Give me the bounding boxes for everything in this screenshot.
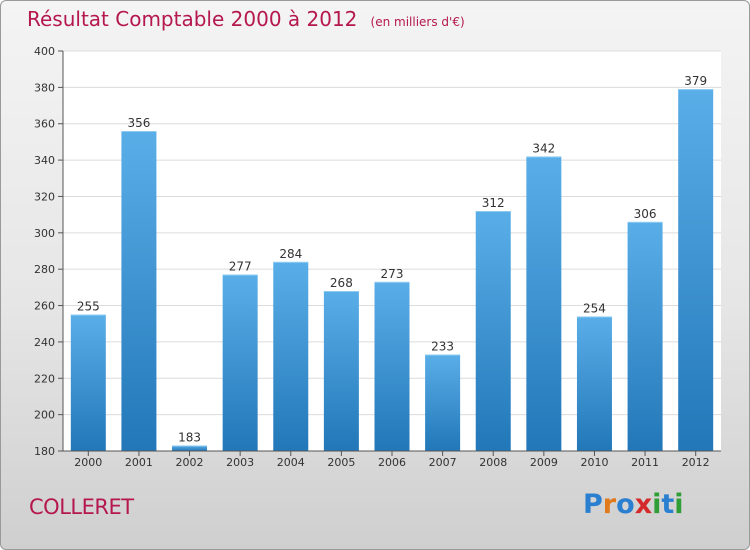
- logo-letter: P: [583, 489, 603, 520]
- data-label-2000: 255: [77, 300, 100, 314]
- data-label-2010: 254: [583, 301, 606, 315]
- x-tick-label: 2003: [226, 456, 254, 469]
- y-tick-label: 180: [34, 445, 55, 458]
- y-tick-label: 300: [34, 227, 55, 240]
- bar-2005: [323, 291, 359, 451]
- y-tick-label: 400: [34, 45, 55, 58]
- x-tick-label: 2012: [682, 456, 710, 469]
- logo-letter: x: [634, 489, 653, 520]
- y-tick-label: 320: [34, 190, 55, 203]
- y-tick-label: 220: [34, 372, 55, 385]
- data-label-2012: 379: [684, 74, 707, 88]
- data-label-2011: 306: [634, 207, 657, 221]
- bar-2008: [475, 211, 511, 451]
- y-tick-label: 360: [34, 118, 55, 131]
- data-label-2009: 342: [532, 141, 555, 155]
- data-label-2003: 277: [229, 260, 252, 274]
- chart-title-main: Résultat Comptable 2000 à 2012: [27, 7, 358, 31]
- chart-title-unit: (en milliers d'€): [370, 15, 465, 29]
- data-label-2006: 273: [381, 267, 404, 281]
- bar-2012: [678, 89, 714, 451]
- x-tick-label: 2009: [530, 456, 558, 469]
- x-tick-label: 2001: [125, 456, 153, 469]
- y-tick-label: 280: [34, 263, 55, 276]
- y-tick-label: 380: [34, 81, 55, 94]
- y-tick-label: 260: [34, 300, 55, 313]
- logo-letter: i: [674, 489, 684, 520]
- x-tick-label: 2010: [580, 456, 608, 469]
- bar-2001: [121, 131, 157, 451]
- proxiti-logo: Proxiti: [583, 489, 684, 520]
- chart-title: Résultat Comptable 2000 à 2012 (en milli…: [27, 7, 465, 31]
- x-tick-label: 2002: [176, 456, 204, 469]
- location-name: COLLERET: [29, 495, 134, 519]
- data-label-2004: 284: [279, 247, 302, 261]
- logo-letter: o: [616, 489, 635, 520]
- bar-2006: [374, 281, 410, 451]
- x-tick-label: 2011: [631, 456, 659, 469]
- x-tick-label: 2007: [429, 456, 457, 469]
- data-label-2002: 183: [178, 431, 201, 445]
- bar-2000: [70, 314, 106, 451]
- x-tick-label: 2006: [378, 456, 406, 469]
- y-tick-label: 240: [34, 336, 55, 349]
- y-tick-label: 340: [34, 154, 55, 167]
- bar-2009: [526, 156, 562, 452]
- logo-letter: i: [652, 489, 662, 520]
- logo-letter: r: [602, 489, 617, 520]
- bar-2007: [425, 354, 461, 451]
- x-tick-label: 2005: [327, 456, 355, 469]
- x-tick-label: 2008: [479, 456, 507, 469]
- y-tick-label: 200: [34, 409, 55, 422]
- bar-2010: [576, 316, 612, 451]
- x-tick-label: 2000: [74, 456, 102, 469]
- data-label-2001: 356: [127, 116, 150, 130]
- x-tick-label: 2004: [277, 456, 305, 469]
- data-label-2007: 233: [431, 340, 454, 354]
- data-label-2005: 268: [330, 276, 353, 290]
- bar-2002: [172, 445, 208, 451]
- logo-letter: t: [661, 489, 675, 520]
- bar-2003: [222, 274, 258, 451]
- data-label-2008: 312: [482, 196, 505, 210]
- bar-2011: [627, 221, 663, 451]
- bar-2004: [273, 261, 309, 451]
